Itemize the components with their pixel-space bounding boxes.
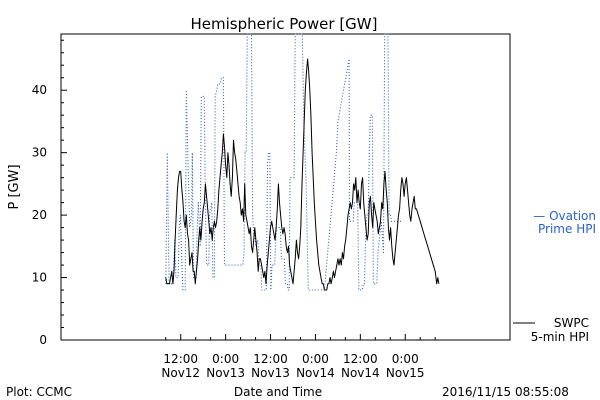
plot-timestamp: 2016/11/15 08:55:08 bbox=[442, 385, 569, 399]
x-tick-date-label: Nov14 bbox=[341, 366, 380, 380]
x-tick-time-label: 0:00 bbox=[302, 352, 329, 366]
x-tick-date-label: Nov14 bbox=[296, 366, 335, 380]
y-tick-label: 10 bbox=[32, 271, 47, 285]
x-axis: 12:00Nov120:00Nov1312:00Nov130:00Nov1412… bbox=[161, 334, 436, 380]
x-tick-date-label: Nov13 bbox=[251, 366, 290, 380]
legend-swpc-line2: 5-min HPI bbox=[531, 330, 589, 344]
plot-frame bbox=[60, 33, 511, 341]
x-tick-time-label: 0:00 bbox=[392, 352, 419, 366]
legend-swpc-line1: SWPC bbox=[554, 316, 589, 330]
x-tick-date-label: Nov15 bbox=[386, 366, 425, 380]
legend-ovation-line1: — Ovation bbox=[533, 209, 596, 223]
x-tick-time-label: 12:00 bbox=[253, 352, 288, 366]
x-tick-time-label: 12:00 bbox=[343, 352, 378, 366]
plot-credit: Plot: CCMC bbox=[6, 385, 72, 399]
y-tick-label: 20 bbox=[32, 208, 47, 222]
series-layer bbox=[165, 33, 440, 291]
series-line-swpc bbox=[165, 58, 440, 291]
y-tick-label: 40 bbox=[32, 83, 47, 97]
y-axis: 0 10 20 30 40 bbox=[32, 39, 67, 347]
y-tick-label: 30 bbox=[32, 146, 47, 160]
legend-ovation-line2: Prime HPI bbox=[538, 222, 596, 236]
y-tick-label: 0 bbox=[39, 333, 47, 347]
y-axis-label: P [GW] bbox=[7, 164, 22, 209]
chart-title: Hemispheric Power [GW] bbox=[191, 15, 378, 33]
x-tick-date-label: Nov13 bbox=[206, 366, 245, 380]
x-tick-time-label: 0:00 bbox=[212, 352, 239, 366]
x-axis-label: Date and Time bbox=[234, 385, 322, 399]
x-tick-date-label: Nov12 bbox=[161, 366, 200, 380]
x-tick-time-label: 12:00 bbox=[163, 352, 198, 366]
series-line-ovation-prime bbox=[165, 33, 403, 291]
